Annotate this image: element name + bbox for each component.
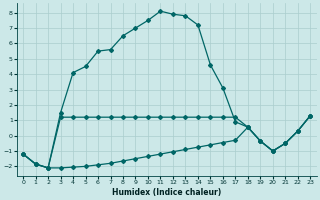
X-axis label: Humidex (Indice chaleur): Humidex (Indice chaleur) [112, 188, 221, 197]
